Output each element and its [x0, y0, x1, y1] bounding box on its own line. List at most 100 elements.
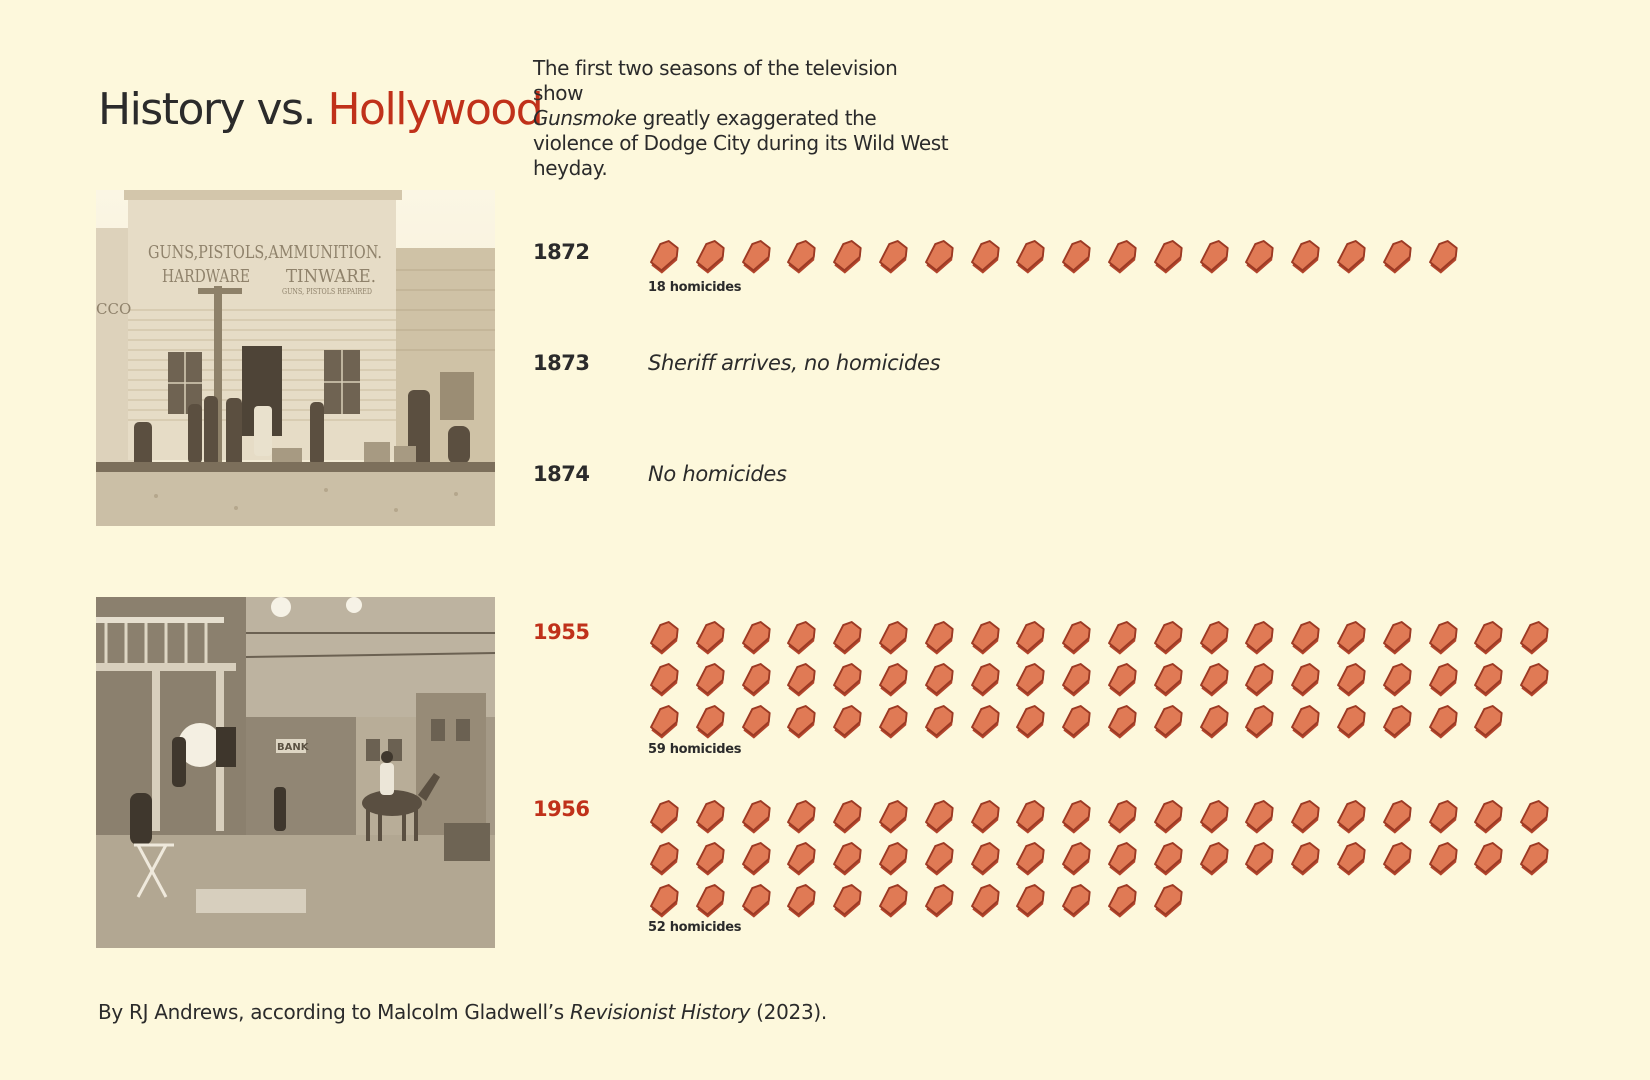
coffin-icon	[1104, 701, 1142, 739]
coffin-icon	[738, 838, 776, 876]
coffin-icon	[1425, 617, 1463, 655]
coffin-icon	[1150, 236, 1188, 274]
studio-sign-bank: BANK	[277, 742, 310, 753]
coffin-icon	[783, 659, 821, 697]
coffin-icon	[1425, 659, 1463, 697]
coffin-icon	[875, 236, 913, 274]
coffin-icon	[1012, 880, 1050, 918]
subtitle-show: Gunsmoke	[533, 106, 637, 130]
coffin-icon	[738, 880, 776, 918]
count-1956: 52 homicides	[648, 920, 742, 935]
coffin-icon	[967, 236, 1005, 274]
coffin-icon	[1150, 838, 1188, 876]
historic-sign-2a: HARDWARE	[162, 266, 250, 287]
historic-photo: GUNS,PISTOLS,AMMUNITION. HARDWARE TINWAR…	[96, 190, 495, 526]
coffin-icon	[1379, 796, 1417, 834]
coffin-icon	[1287, 659, 1325, 697]
coffin-icon	[921, 838, 959, 876]
coffin-icon	[1516, 796, 1554, 834]
coffin-icon	[829, 701, 867, 739]
year-1874: 1874	[533, 462, 590, 486]
coffin-icon	[1150, 617, 1188, 655]
coffin-icon	[1333, 838, 1371, 876]
coffin-icon	[1287, 617, 1325, 655]
coffin-icon	[692, 880, 730, 918]
coffin-icon	[921, 880, 959, 918]
coffin-icon	[1012, 617, 1050, 655]
coffin-icon	[921, 659, 959, 697]
coffin-icon	[1379, 236, 1417, 274]
coffin-icon	[646, 617, 684, 655]
coffin-icon	[1333, 617, 1371, 655]
coffin-icon	[692, 617, 730, 655]
count-1955: 59 homicides	[648, 742, 742, 757]
coffin-icon	[1150, 880, 1188, 918]
coffin-icon	[875, 796, 913, 834]
title-prefix: History vs.	[98, 84, 328, 135]
coffin-icon	[967, 796, 1005, 834]
coffin-icon	[646, 838, 684, 876]
coffin-icon	[1104, 838, 1142, 876]
coffin-icon	[967, 880, 1005, 918]
coffin-icon	[1425, 236, 1463, 274]
coffin-icon	[1333, 236, 1371, 274]
note-1873: Sheriff arrives, no homicides	[648, 351, 941, 375]
coffin-icon	[1196, 659, 1234, 697]
subtitle-line1: The first two seasons of the television …	[533, 56, 898, 105]
coffin-icon	[783, 796, 821, 834]
coffin-icon	[692, 838, 730, 876]
historic-sign-1: GUNS,PISTOLS,AMMUNITION.	[148, 242, 382, 263]
coffin-icon	[738, 659, 776, 697]
coffin-icon	[921, 796, 959, 834]
title-accent: Hollywood	[327, 84, 543, 135]
coffin-icon	[1516, 617, 1554, 655]
coffin-icon	[875, 701, 913, 739]
coffin-icon	[829, 659, 867, 697]
coffin-icon	[1058, 796, 1096, 834]
coffin-icon	[1150, 701, 1188, 739]
coffin-icon	[829, 236, 867, 274]
coffin-icon	[1058, 701, 1096, 739]
coffin-icon	[1379, 701, 1417, 739]
coffin-icon	[875, 880, 913, 918]
coffin-icon	[1241, 617, 1279, 655]
coffin-icon	[921, 701, 959, 739]
coffin-icon	[829, 838, 867, 876]
coffin-icon	[1058, 659, 1096, 697]
coffin-icon	[967, 701, 1005, 739]
year-1873: 1873	[533, 351, 590, 375]
coffin-icon	[1012, 659, 1050, 697]
coffin-icon	[1058, 617, 1096, 655]
coffin-icon	[967, 838, 1005, 876]
count-1872: 18 homicides	[648, 280, 742, 295]
coffin-icon	[1516, 659, 1554, 697]
coffin-icon	[1470, 838, 1508, 876]
coffin-icon	[692, 701, 730, 739]
coffin-icon	[1104, 236, 1142, 274]
coffin-icon	[1012, 236, 1050, 274]
coffin-icon	[1058, 236, 1096, 274]
coffin-icon	[738, 617, 776, 655]
year-1956: 1956	[533, 797, 590, 821]
coffin-icon	[738, 796, 776, 834]
coffin-icon	[1104, 659, 1142, 697]
coffin-icon	[1241, 796, 1279, 834]
coffin-icon	[1470, 659, 1508, 697]
coffin-icon	[1104, 880, 1142, 918]
coffin-icon	[1150, 796, 1188, 834]
coffin-icon	[1241, 659, 1279, 697]
coffin-icon	[1333, 701, 1371, 739]
coffin-icon	[1425, 838, 1463, 876]
coffin-icon	[1104, 617, 1142, 655]
year-1955: 1955	[533, 620, 590, 644]
coffin-icon	[646, 701, 684, 739]
credit-source: Revisionist History	[570, 1000, 751, 1024]
studio-photo: BANK	[96, 597, 495, 948]
historic-sign-3: GUNS, PISTOLS REPAIRED	[282, 287, 372, 296]
coffin-icon	[1379, 659, 1417, 697]
page-title: History vs. Hollywood	[98, 84, 544, 135]
coffin-icon	[646, 236, 684, 274]
coffin-icon	[783, 880, 821, 918]
coffin-icon	[1150, 659, 1188, 697]
coffin-icon	[1196, 838, 1234, 876]
